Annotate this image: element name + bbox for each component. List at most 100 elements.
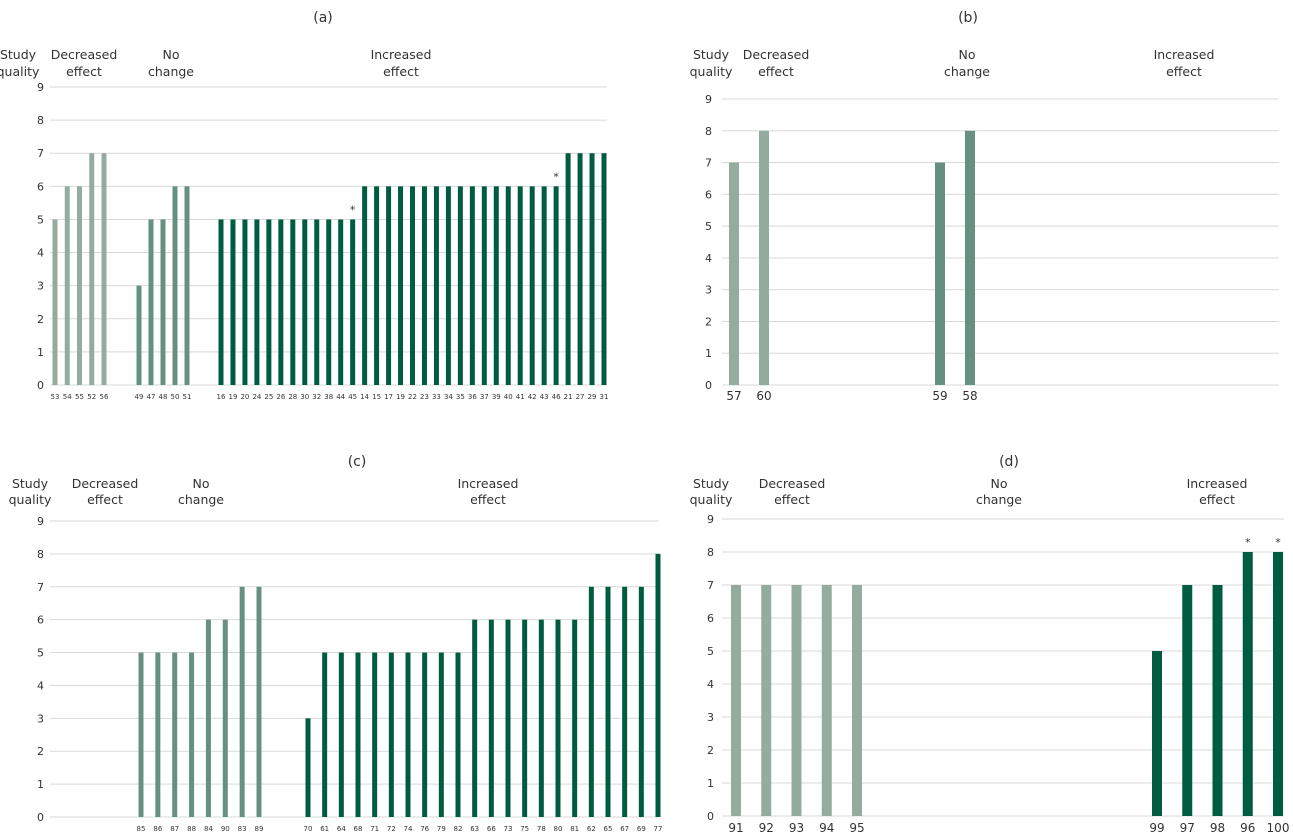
group-header: Decreased: [759, 476, 826, 491]
group-header: No: [193, 476, 210, 491]
group-header: change: [148, 64, 194, 79]
bar: [421, 186, 427, 385]
x-tick-label: 100: [1267, 821, 1290, 835]
x-tick-label: 47: [147, 393, 156, 401]
y-tick-label: 8: [37, 548, 44, 561]
bar: [372, 652, 378, 817]
y-tick-label: 4: [707, 678, 714, 691]
y-tick-label: 3: [705, 284, 712, 297]
group-header: Decreased: [72, 476, 139, 491]
y-tick-label: 7: [37, 581, 44, 594]
group-header: No: [991, 476, 1008, 491]
x-tick-label: 67: [620, 825, 629, 833]
bar: [791, 585, 802, 816]
panel-title: (c): [348, 454, 367, 470]
bar: [256, 586, 262, 817]
bar: [172, 652, 178, 817]
x-tick-label: 68: [354, 825, 363, 833]
bar: [138, 652, 144, 817]
group-header: Increased: [371, 47, 432, 62]
x-tick-label: 80: [554, 825, 563, 833]
bar: [184, 186, 190, 385]
bar: [438, 652, 444, 817]
bar: [457, 186, 463, 385]
y-tick-label: 7: [705, 157, 712, 170]
x-tick-label: 79: [437, 825, 446, 833]
bar: [455, 652, 461, 817]
x-tick-label: 31: [600, 393, 609, 401]
x-tick-label: 69: [637, 825, 646, 833]
bar: [505, 619, 511, 817]
x-tick-label: 83: [238, 825, 247, 833]
y-axis-label: quality: [0, 64, 40, 79]
bar: [522, 619, 528, 817]
y-axis-label: Study: [0, 47, 37, 62]
x-tick-label: 33: [432, 393, 441, 401]
x-tick-label: 56: [100, 393, 109, 401]
y-tick-label: 0: [705, 379, 712, 392]
bar: [355, 652, 361, 817]
bar: [388, 652, 394, 817]
x-tick-label: 90: [221, 825, 230, 833]
x-tick-label: 35: [456, 393, 465, 401]
bar: [761, 585, 772, 816]
x-tick-label: 36: [468, 393, 477, 401]
x-tick-label: 34: [444, 393, 453, 401]
bar: [155, 652, 161, 817]
panel-title: (a): [313, 10, 333, 26]
bar: [230, 219, 236, 385]
y-tick-label: 5: [705, 220, 712, 233]
x-tick-label: 73: [504, 825, 513, 833]
bar: [555, 619, 561, 817]
group-header: effect: [774, 492, 810, 507]
x-tick-label: 70: [304, 825, 313, 833]
bar: [1273, 552, 1283, 816]
group-header: effect: [1166, 64, 1202, 79]
y-tick-label: 2: [37, 745, 44, 758]
bar: [445, 186, 451, 385]
bar: [541, 186, 547, 385]
bar: [729, 162, 739, 385]
x-tick-label: 48: [159, 393, 168, 401]
bar: [553, 186, 559, 385]
x-tick-label: 62: [587, 825, 596, 833]
bar: [350, 219, 356, 385]
bar: [538, 619, 544, 817]
y-tick-label: 6: [37, 180, 44, 193]
y-axis-label: quality: [9, 492, 52, 507]
y-tick-label: 6: [37, 614, 44, 627]
x-tick-label: 16: [217, 393, 226, 401]
x-tick-label: 44: [336, 393, 345, 401]
x-tick-label: 39: [492, 393, 501, 401]
x-tick-label: 76: [420, 825, 429, 833]
group-header: effect: [383, 64, 419, 79]
bar: [1212, 585, 1223, 816]
x-tick-label: 14: [360, 393, 369, 401]
group-header: Increased: [1154, 47, 1215, 62]
group-header: Increased: [1187, 476, 1248, 491]
bar: [136, 285, 142, 385]
group-header: No: [959, 47, 976, 62]
y-tick-label: 3: [707, 711, 714, 724]
x-tick-label: 17: [384, 393, 393, 401]
bar: [398, 186, 404, 385]
x-tick-label: 71: [370, 825, 379, 833]
y-tick-label: 9: [705, 93, 712, 106]
group-header: effect: [66, 64, 102, 79]
y-tick-label: 8: [707, 546, 714, 559]
y-tick-label: 3: [37, 712, 44, 725]
bar: [278, 219, 284, 385]
x-tick-label: 88: [187, 825, 196, 833]
group-header: effect: [87, 492, 123, 507]
x-tick-label: 38: [324, 393, 333, 401]
x-tick-label: 74: [404, 825, 413, 833]
bar: [821, 585, 832, 816]
panel-title: (b): [958, 10, 978, 26]
group-header: Decreased: [51, 47, 118, 62]
bar: [362, 186, 368, 385]
bar: [218, 219, 224, 385]
x-tick-label: 28: [288, 393, 297, 401]
x-tick-label: 15: [372, 393, 381, 401]
bar: [314, 219, 320, 385]
y-axis-label: Study: [693, 47, 730, 62]
